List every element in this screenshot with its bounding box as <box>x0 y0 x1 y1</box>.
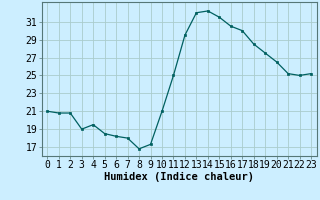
X-axis label: Humidex (Indice chaleur): Humidex (Indice chaleur) <box>104 172 254 182</box>
